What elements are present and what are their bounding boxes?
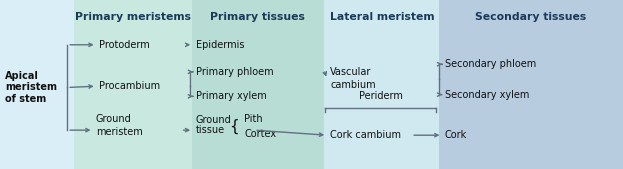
Text: Primary tissues: Primary tissues: [211, 12, 305, 22]
Bar: [74, 0, 192, 169]
Bar: [439, 0, 623, 169]
Text: Cork: Cork: [445, 130, 467, 140]
Text: Procambium: Procambium: [99, 81, 160, 91]
Text: {: {: [229, 119, 239, 134]
Text: Secondary tissues: Secondary tissues: [475, 12, 586, 22]
Text: Ground: Ground: [96, 114, 131, 124]
Text: Ground: Ground: [196, 115, 231, 125]
Text: Epidermis: Epidermis: [196, 40, 244, 50]
Text: Lateral meristem: Lateral meristem: [330, 12, 434, 22]
Text: Secondary xylem: Secondary xylem: [445, 90, 529, 100]
Text: Cork cambium: Cork cambium: [330, 130, 401, 140]
Text: cambium: cambium: [330, 79, 376, 90]
Text: Primary xylem: Primary xylem: [196, 91, 267, 101]
Text: Periderm: Periderm: [359, 91, 402, 101]
Bar: [192, 0, 324, 169]
Bar: [324, 0, 439, 169]
Text: Primary phloem: Primary phloem: [196, 67, 273, 77]
Text: Cortex: Cortex: [244, 129, 277, 139]
Text: Apical
meristem
of stem: Apical meristem of stem: [5, 71, 57, 104]
Text: meristem: meristem: [96, 127, 143, 137]
Text: Pith: Pith: [244, 114, 263, 124]
Text: Primary meristems: Primary meristems: [75, 12, 191, 22]
Text: tissue: tissue: [196, 125, 225, 136]
Text: Secondary phloem: Secondary phloem: [445, 59, 536, 69]
Text: Protoderm: Protoderm: [99, 40, 150, 50]
Bar: [0, 0, 74, 169]
Text: Vascular: Vascular: [330, 67, 371, 77]
